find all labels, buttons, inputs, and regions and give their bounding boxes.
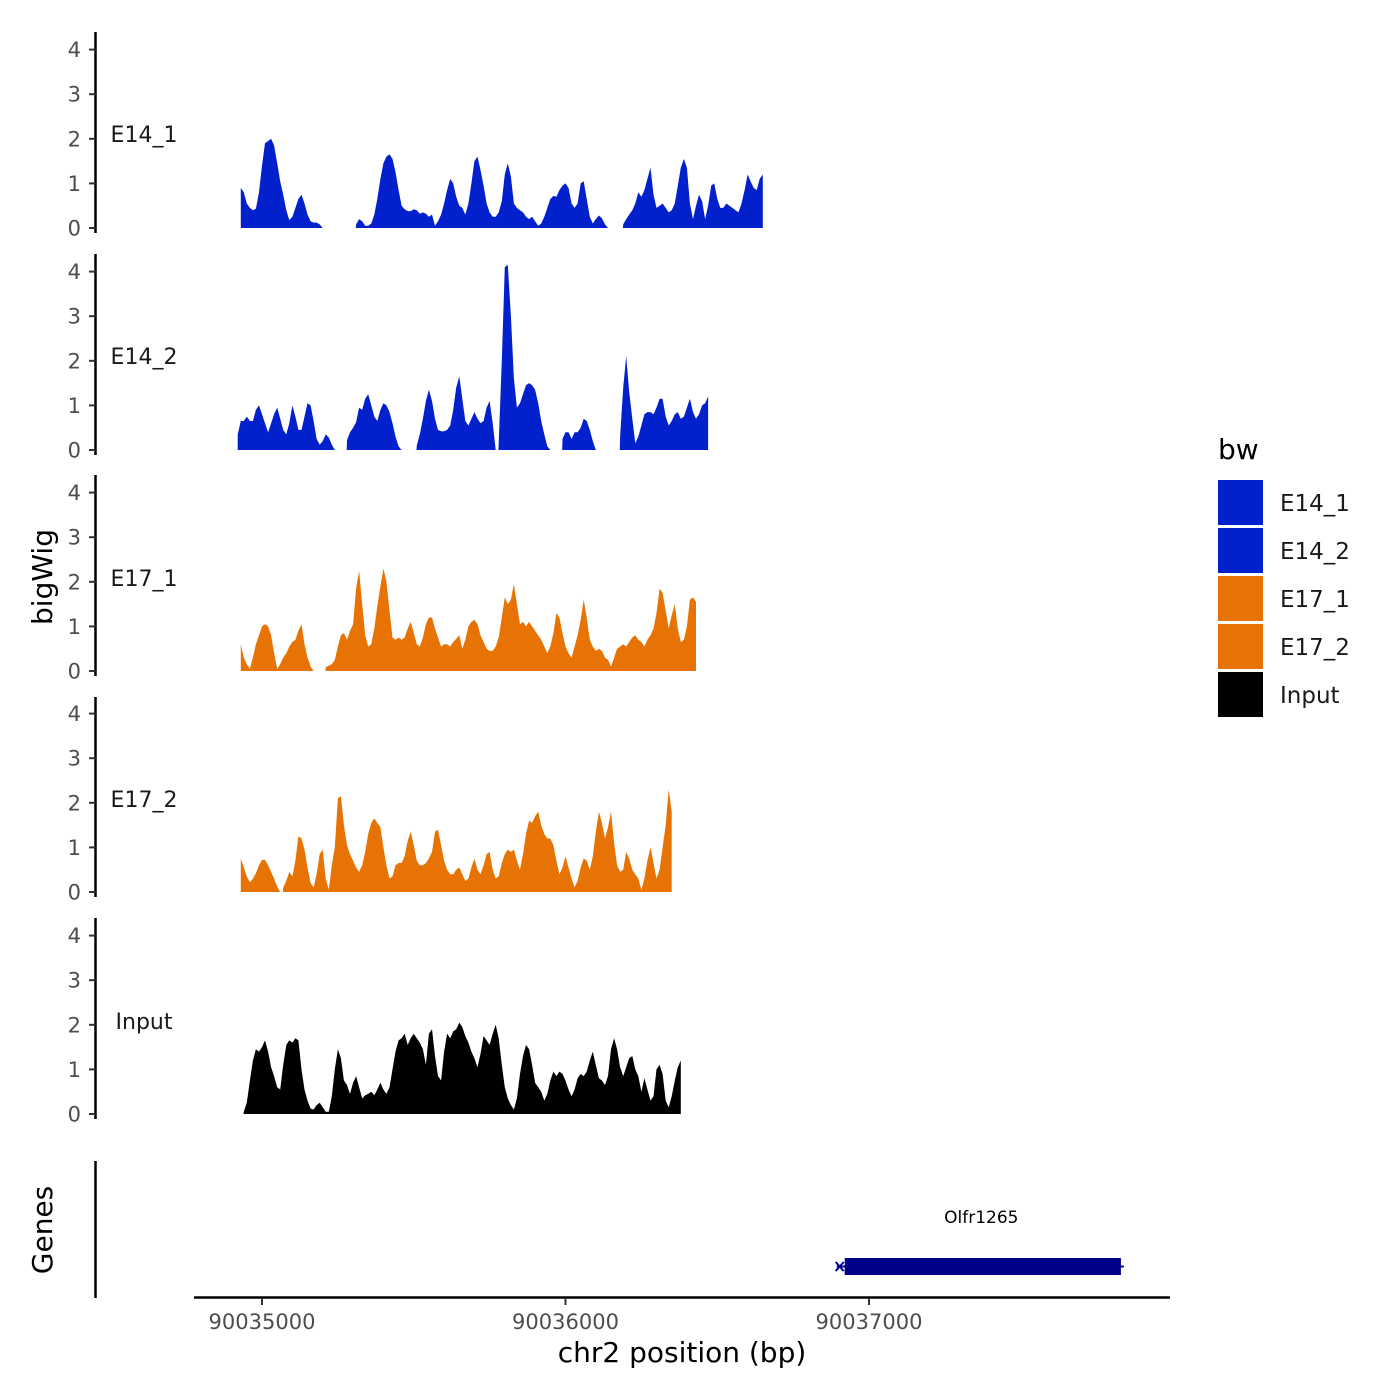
signal-area (240, 568, 697, 671)
y-tick-label: 2 (68, 127, 81, 151)
y-tick-label: 1 (68, 394, 81, 418)
y-axis-title: bigWig (26, 529, 59, 625)
y-tick-label: 1 (68, 615, 81, 639)
legend-item: E17_2 (1218, 624, 1350, 669)
legend-label: Input (1280, 683, 1340, 709)
y-tick-label: 2 (68, 1013, 81, 1037)
track-e17-2: 0 1 2 3 4 E17_2 (68, 697, 672, 905)
track-label: E17_2 (111, 788, 178, 813)
legend-label: E14_2 (1280, 539, 1350, 565)
y-tick-label: 1 (68, 1058, 81, 1082)
x-axis-title: chr2 position (bp) (558, 1336, 807, 1369)
signal-area (240, 789, 672, 892)
x-tick-label: 90036000 (512, 1310, 619, 1334)
legend-swatch (1218, 624, 1263, 669)
x-axis: 90035000 90036000 90037000 (194, 1296, 1170, 1334)
signal-area (243, 1022, 681, 1114)
legend-swatch (1218, 480, 1263, 525)
x-tick-label: 90037000 (816, 1310, 923, 1334)
y-tick-label: 3 (68, 969, 81, 993)
legend-title: bw (1218, 433, 1259, 466)
legend-swatch (1218, 528, 1263, 573)
legend-label: E17_2 (1280, 635, 1350, 661)
x-tick-label: 90035000 (209, 1310, 316, 1334)
y-tick-label: 2 (68, 791, 81, 815)
y-tick-label: 2 (68, 349, 81, 373)
signal-area (240, 138, 763, 228)
gene-olfr1265: Olfr1265 (834, 1208, 1124, 1275)
y-tick-label: 2 (68, 570, 81, 594)
legend: bw E14_1 E14_2 E17_1 E17_2 Input (1218, 433, 1350, 717)
gene-start-marker (834, 1261, 845, 1272)
y-tick-label: 4 (68, 38, 81, 62)
legend-item: E14_1 (1218, 480, 1350, 525)
y-tick-label: 1 (68, 172, 81, 196)
y-tick-label: 0 (68, 217, 81, 241)
y-tick-label: 4 (68, 702, 81, 726)
y-tick-label: 0 (68, 1103, 81, 1127)
legend-item: Input (1218, 672, 1340, 717)
y-tick-label: 0 (68, 439, 81, 463)
signal-area (237, 264, 709, 450)
track-label: E14_2 (111, 345, 178, 370)
track-e14-1: 0 1 2 3 4 E14_1 (68, 32, 763, 241)
gene-name: Olfr1265 (944, 1208, 1018, 1228)
track-e17-1: 0 1 2 3 4 E17_1 (68, 475, 697, 684)
y-tick-label: 3 (68, 83, 81, 107)
legend-label: E17_1 (1280, 587, 1350, 613)
genes-track: Genes Olfr1265 (26, 1161, 1124, 1298)
y-tick-label: 4 (68, 481, 81, 505)
legend-item: E17_1 (1218, 576, 1350, 621)
legend-swatch (1218, 672, 1263, 717)
legend-item: E14_2 (1218, 528, 1350, 573)
legend-label: E14_1 (1280, 491, 1350, 517)
y-tick-label: 0 (68, 881, 81, 905)
track-e14-2: 0 1 2 3 4 E14_2 (68, 254, 709, 463)
track-input: 0 1 2 3 4 Input (68, 918, 681, 1127)
y-tick-label: 3 (68, 305, 81, 329)
y-tick-label: 3 (68, 747, 81, 771)
track-label: E14_1 (111, 123, 178, 148)
y-tick-label: 0 (68, 660, 81, 684)
y-tick-label: 1 (68, 836, 81, 860)
y-tick-label: 4 (68, 260, 81, 284)
y-tick-label: 3 (68, 526, 81, 550)
track-label: Input (116, 1010, 173, 1035)
legend-swatch (1218, 576, 1263, 621)
bigwig-tracks: 0 1 2 3 4 E14_1 0 1 2 3 4 E14_2 0 1 2 3 4 E17_1 0 1 2 3 4 E17_2… (68, 32, 763, 1127)
genes-track-label: Genes (26, 1186, 59, 1274)
track-label: E17_1 (111, 567, 178, 592)
y-tick-label: 4 (68, 924, 81, 948)
